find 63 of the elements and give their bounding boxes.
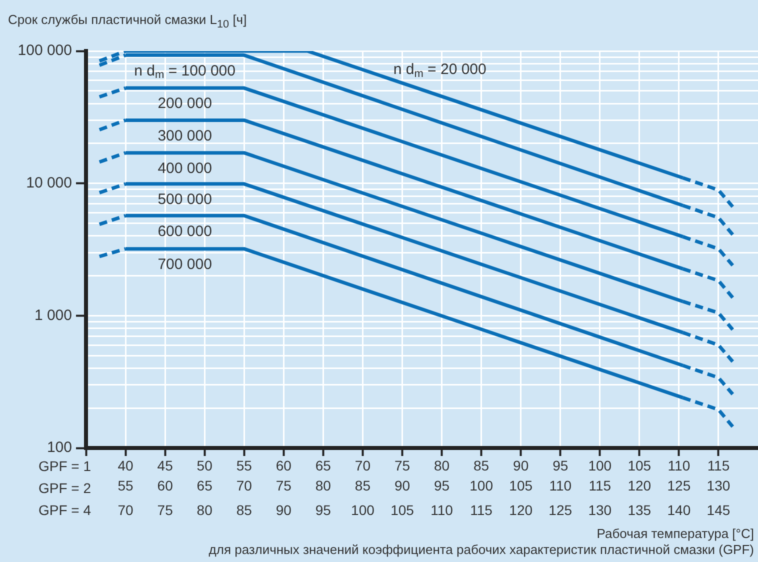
y-tick-label: 10 000	[26, 174, 72, 192]
x2-tick-label: 130	[706, 477, 730, 494]
x2-tick-label: 85	[354, 477, 371, 494]
text: GPF = 1	[38, 458, 92, 474]
x-tick-label: 110	[668, 457, 690, 474]
x2-tick-label: 55	[118, 477, 134, 494]
text: GPF = 2	[38, 480, 92, 496]
text: GPF = 4	[38, 502, 92, 518]
text: 105	[390, 502, 414, 518]
series-label: 600 000	[158, 222, 212, 240]
x2-tick-label: 120	[628, 477, 652, 494]
x-tick-label: 60	[276, 457, 292, 474]
text: 130	[588, 502, 612, 518]
y-tick-label: 100	[46, 439, 72, 456]
x-tick-label: 115	[707, 457, 730, 474]
series-label: 400 000	[158, 160, 212, 177]
x2-tick-label: 110	[549, 477, 572, 494]
text: 140	[667, 502, 691, 518]
text: 100	[351, 502, 375, 518]
x-tick-label: 100	[588, 457, 612, 474]
series-label: 200 000	[158, 95, 212, 112]
x-tick-label: 40	[118, 457, 134, 474]
x2-tick-label: 105	[509, 477, 533, 494]
x-tick-label: 65	[315, 457, 332, 474]
x2-tick-label: 95	[434, 477, 450, 494]
x-tick-label: 70	[354, 457, 371, 474]
y-tick-label: 1 000	[34, 306, 72, 324]
text: 85	[236, 502, 252, 518]
x2-tick-label: 75	[276, 477, 292, 494]
text: 120	[509, 502, 533, 518]
text: 145	[706, 502, 730, 518]
text: 95	[315, 502, 332, 518]
x-tick-label: 75	[394, 457, 410, 474]
text: 90	[276, 502, 292, 518]
text: 125	[548, 502, 572, 518]
text: 70	[118, 502, 134, 518]
text: 135	[628, 502, 652, 518]
series-label: 700 000	[158, 256, 212, 273]
x-tick-label: 45	[157, 457, 174, 474]
text: 110	[430, 502, 454, 518]
text: 80	[196, 502, 213, 518]
x2-tick-label: 80	[315, 477, 332, 494]
chart-title: Срок службы пластичной смазки L$_{10}$ [ч]	[8, 12, 247, 31]
series-label: 300 000	[158, 127, 212, 144]
x-tick-label: 50	[196, 457, 213, 474]
x2-tick-label: 65	[196, 477, 213, 494]
x2-tick-label: 125	[667, 477, 691, 494]
x-tick-label: 90	[513, 457, 529, 474]
y-tick-label: 100 000	[18, 42, 72, 60]
x-tick-label: 55	[236, 457, 252, 474]
series-label: 500 000	[158, 191, 212, 208]
x-tick-label: 85	[474, 457, 490, 474]
x2-tick-label: 100	[470, 477, 494, 494]
x2-tick-label: 115	[588, 477, 612, 494]
text: 75	[157, 502, 174, 518]
text: 115	[470, 502, 493, 518]
x-tick-label: 95	[552, 457, 568, 474]
x-tick-label: 105	[628, 457, 652, 474]
x-axis-title: Рабочая температура [°C] для различных значений коэффициента рабочих характеристик пластичной смазки (GPF)	[208, 526, 754, 558]
x-tick-label: 80	[434, 457, 450, 474]
x2-tick-label: 70	[236, 477, 252, 494]
x2-tick-label: 90	[394, 477, 410, 494]
x2-tick-label: 60	[157, 477, 174, 494]
